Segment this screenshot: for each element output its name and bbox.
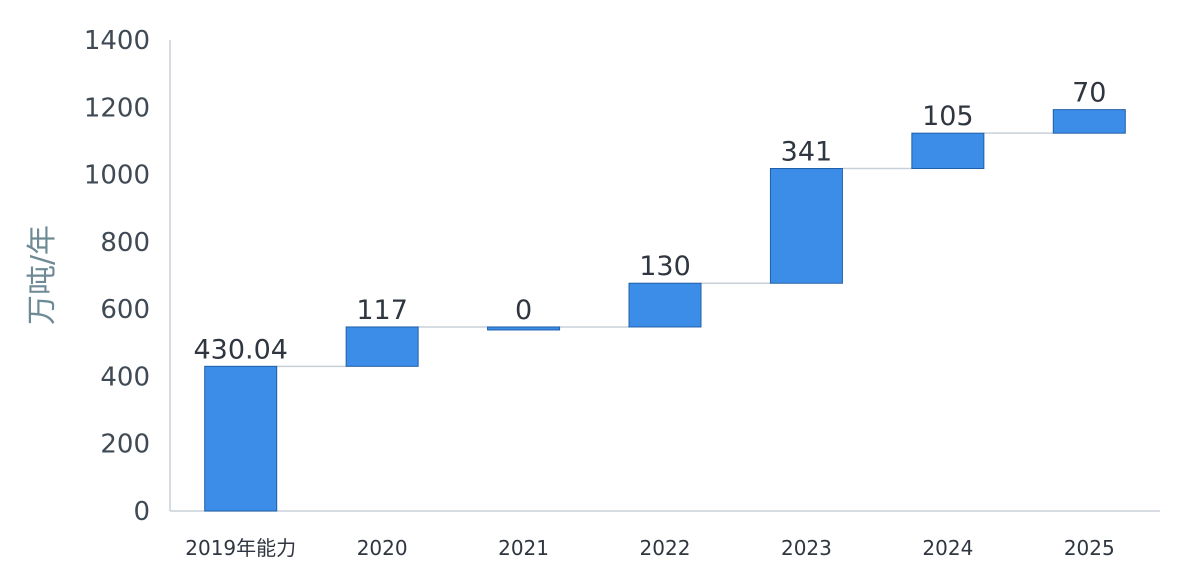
y-axis-title: 万吨/年 <box>25 225 60 325</box>
x-tick-labels: 2019年能力 2020 2021 2022 2023 2024 2025 <box>185 536 1114 560</box>
x-tick-label: 2023 <box>781 536 832 560</box>
x-tick-label: 2019年能力 <box>185 536 296 560</box>
data-label: 130 <box>639 251 691 282</box>
bar <box>1052 109 1126 134</box>
y-tick-label: 0 <box>133 497 150 527</box>
y-tick-labels: 0 200 400 600 800 1000 1200 1400 <box>84 26 150 527</box>
x-tick-label: 2022 <box>640 536 691 560</box>
y-tick-label: 1000 <box>84 161 150 191</box>
x-tick-label: 2020 <box>357 536 408 560</box>
x-tick-label: 2024 <box>922 536 973 560</box>
bar <box>204 365 278 512</box>
data-label: 70 <box>1072 78 1106 109</box>
data-label: 0 <box>515 295 532 326</box>
axes <box>169 40 1160 512</box>
data-label: 105 <box>922 101 974 132</box>
connector-lines <box>276 132 1054 368</box>
data-label: 430.04 <box>193 334 287 365</box>
y-tick-label: 200 <box>100 430 150 460</box>
x-tick-label: 2021 <box>498 536 549 560</box>
y-tick-label: 1400 <box>84 26 150 56</box>
bar <box>487 326 561 331</box>
bar <box>345 326 419 367</box>
y-tick-label: 400 <box>100 362 150 392</box>
data-labels: 430.04 117 0 130 341 105 70 <box>193 78 1106 366</box>
y-tick-label: 800 <box>100 228 150 258</box>
bar <box>628 282 702 328</box>
data-label: 117 <box>356 295 408 326</box>
y-tick-label: 600 <box>100 295 150 325</box>
bars <box>204 109 1126 512</box>
y-axis-title-group: 万吨/年 <box>25 225 60 325</box>
bar <box>769 168 843 284</box>
x-tick-label: 2025 <box>1064 536 1115 560</box>
data-label: 341 <box>781 137 833 168</box>
y-tick-label: 1200 <box>84 93 150 123</box>
bar <box>911 132 985 170</box>
